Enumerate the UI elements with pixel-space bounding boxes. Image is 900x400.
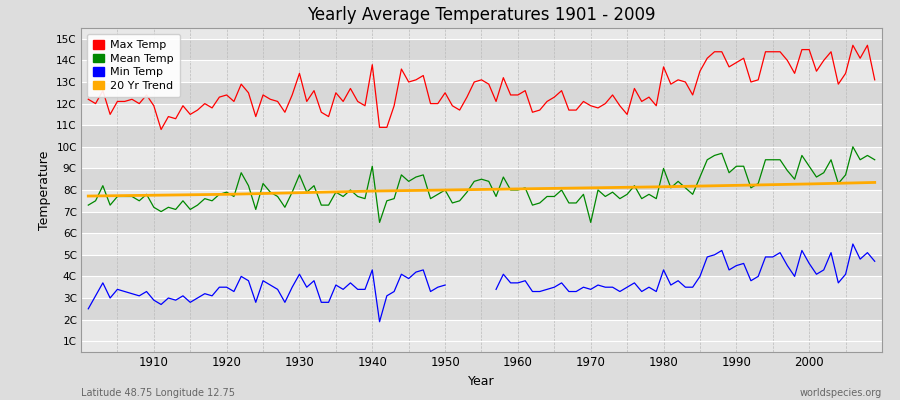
Bar bbox=[81, 168, 882, 190]
Legend: Max Temp, Mean Temp, Min Temp, 20 Yr Trend: Max Temp, Mean Temp, Min Temp, 20 Yr Tre… bbox=[86, 34, 180, 97]
Bar bbox=[81, 147, 882, 168]
Bar bbox=[81, 255, 882, 276]
Title: Yearly Average Temperatures 1901 - 2009: Yearly Average Temperatures 1901 - 2009 bbox=[307, 6, 656, 24]
X-axis label: Year: Year bbox=[468, 375, 495, 388]
Bar bbox=[81, 190, 882, 212]
Bar bbox=[81, 60, 882, 82]
Bar bbox=[81, 276, 882, 298]
Bar bbox=[81, 233, 882, 255]
Bar bbox=[81, 82, 882, 104]
Bar bbox=[81, 39, 882, 60]
Bar bbox=[81, 212, 882, 233]
Bar bbox=[81, 125, 882, 147]
Text: Latitude 48.75 Longitude 12.75: Latitude 48.75 Longitude 12.75 bbox=[81, 388, 235, 398]
Text: worldspecies.org: worldspecies.org bbox=[800, 388, 882, 398]
Bar bbox=[81, 104, 882, 125]
Bar bbox=[81, 320, 882, 341]
Bar bbox=[81, 298, 882, 320]
Y-axis label: Temperature: Temperature bbox=[38, 150, 50, 230]
